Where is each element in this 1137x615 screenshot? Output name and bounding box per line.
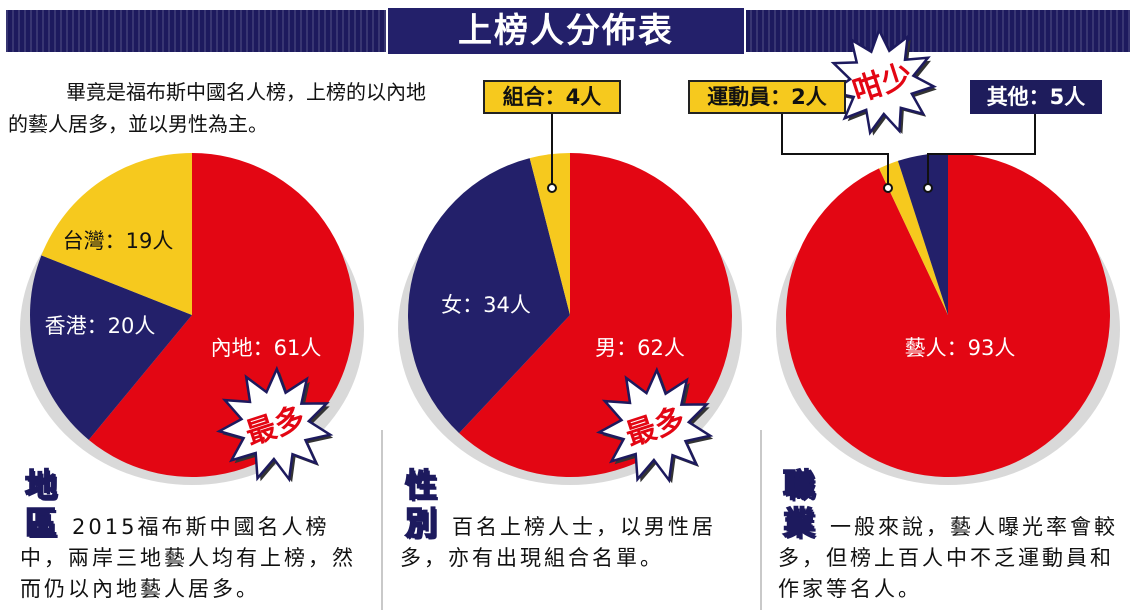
category-char: 職 bbox=[782, 465, 816, 505]
slice-label: 男：62人 bbox=[595, 336, 685, 360]
category-char: 性 bbox=[404, 465, 438, 505]
pie-slice bbox=[879, 160, 948, 315]
category-char: 區 bbox=[24, 503, 58, 543]
pie-slice bbox=[897, 153, 948, 315]
category-gender: 性 別 bbox=[400, 465, 442, 543]
category-occupation: 職 業 bbox=[778, 465, 820, 543]
leader-line bbox=[781, 112, 889, 186]
pie-slice bbox=[41, 153, 193, 315]
category-char: 別 bbox=[404, 503, 438, 543]
column-text-gender: 百名上榜人士，以男性居多，亦有出現組合名單。 bbox=[400, 515, 716, 570]
column-text-region: 2015福布斯中國名人榜中，兩岸三地藝人均有上榜，然而仍以內地藝人居多。 bbox=[20, 515, 356, 601]
label-combo: 組合：4人 bbox=[483, 80, 621, 114]
leader-dot bbox=[547, 183, 557, 193]
banner: 上榜人分佈表 bbox=[6, 6, 1130, 56]
pie-slice bbox=[529, 153, 570, 315]
pie-slice bbox=[30, 255, 193, 440]
category-char: 地 bbox=[24, 465, 58, 505]
leader-dot bbox=[883, 183, 893, 193]
starburst-icon bbox=[827, 26, 937, 136]
starburst-icon bbox=[216, 365, 334, 483]
label-other: 其他：5人 bbox=[970, 80, 1102, 114]
slice-label: 內地：61人 bbox=[211, 336, 322, 360]
slice-label: 台灣：19人 bbox=[63, 229, 174, 253]
starburst-icon bbox=[596, 366, 714, 484]
page-title: 上榜人分佈表 bbox=[386, 6, 746, 56]
slice-label: 香港：20人 bbox=[45, 314, 156, 338]
leader-dot bbox=[923, 183, 933, 193]
slice-label: 女：34人 bbox=[441, 293, 531, 317]
label-athlete: 運動員：2人 bbox=[688, 80, 846, 114]
column-text-occupation: 一般來說，藝人曝光率會較多，但榜上百人中不乏運動員和作家等名人。 bbox=[778, 515, 1118, 601]
category-region: 地 區 bbox=[20, 465, 62, 543]
category-char: 業 bbox=[782, 503, 816, 543]
slice-label: 藝人：93人 bbox=[905, 336, 1016, 360]
pie-slice bbox=[786, 153, 1111, 477]
leader-line bbox=[927, 112, 1036, 186]
pie-slice bbox=[408, 158, 570, 434]
column-divider bbox=[760, 430, 762, 610]
column-divider bbox=[381, 430, 383, 610]
intro-text: 畢竟是福布斯中國名人榜，上榜的以內地的藝人居多，並以男性為主。 bbox=[8, 80, 426, 136]
